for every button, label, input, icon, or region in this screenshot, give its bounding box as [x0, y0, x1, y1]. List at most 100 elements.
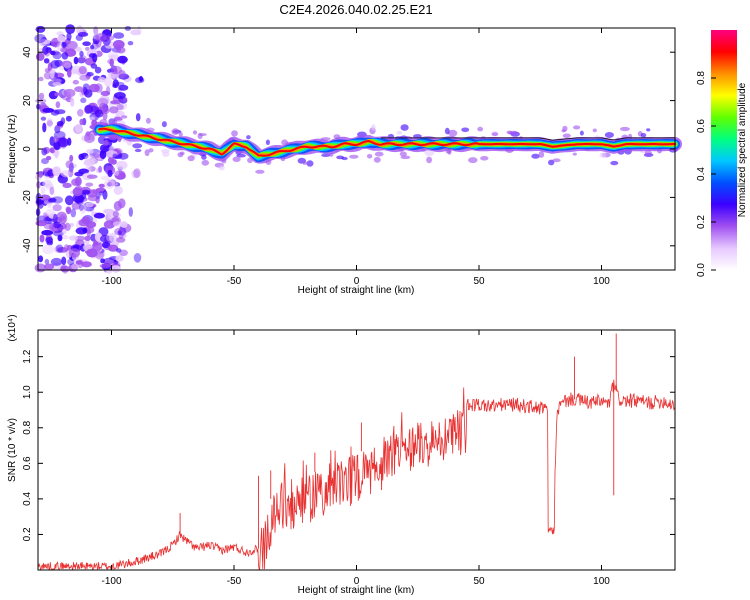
noise-blob	[117, 55, 128, 64]
halo-blob	[177, 152, 184, 158]
noise-blob	[63, 244, 70, 252]
noise-blob	[107, 244, 119, 252]
noise-blob	[84, 104, 93, 114]
noise-blob	[77, 57, 86, 64]
noise-blob	[70, 208, 77, 218]
noise-blob	[50, 257, 63, 266]
noise-blob	[43, 263, 55, 270]
noise-blob	[88, 53, 96, 59]
halo-blob	[349, 154, 359, 159]
noise-blob	[136, 25, 142, 36]
noise-blob	[114, 81, 125, 87]
noise-blob	[109, 232, 117, 243]
y-tick-label: -40	[22, 238, 33, 253]
halo-blob	[161, 121, 167, 128]
halo-blob	[232, 156, 241, 163]
ridge-band	[98, 127, 676, 157]
noise-blob	[79, 204, 84, 211]
x-tick-label: 50	[473, 276, 485, 287]
x-tick-label: 50	[473, 576, 485, 587]
noise-blob	[92, 188, 98, 195]
halo-blob	[145, 117, 151, 124]
noise-blob	[97, 76, 106, 83]
noise-blob	[88, 83, 100, 93]
noise-blob	[45, 155, 52, 161]
noise-blob	[82, 227, 88, 234]
y-tick-label: 0.6	[22, 456, 33, 470]
noise-blob	[107, 212, 114, 219]
noise-blob	[114, 92, 126, 99]
noise-blob	[73, 56, 79, 65]
spectrogram-y-axis-label: Frequency (Hz)	[7, 115, 18, 184]
noise-blob	[40, 186, 46, 195]
x-tick-label: 100	[593, 276, 610, 287]
noise-blob	[81, 261, 92, 268]
noise-blob	[66, 40, 78, 50]
noise-blob	[116, 160, 128, 170]
noise-blob	[47, 197, 57, 203]
noise-blob	[110, 100, 122, 105]
noise-blob	[41, 39, 51, 45]
noise-blob	[44, 258, 50, 265]
halo-blob	[477, 126, 484, 132]
halo-blob	[246, 135, 251, 140]
noise-blob	[138, 76, 144, 82]
noise-blob	[115, 255, 124, 262]
noise-blob	[75, 46, 82, 52]
noise-blob	[67, 68, 72, 78]
noise-blob	[79, 50, 84, 58]
noise-blob	[118, 84, 129, 91]
noise-blob	[133, 252, 142, 263]
halo-blob	[373, 156, 381, 163]
noise-blob	[35, 25, 46, 33]
noise-blob	[102, 107, 110, 114]
noise-blob	[35, 52, 45, 62]
halo-blob	[480, 156, 489, 161]
halo-blob	[171, 128, 180, 136]
halo-blob	[192, 130, 198, 135]
halo-blob	[396, 130, 403, 135]
noise-blob	[104, 76, 112, 87]
noise-blob	[99, 95, 110, 105]
halo-blob	[561, 129, 566, 133]
colorbar-tick-label: 0.8	[696, 71, 707, 85]
y-tick-label: 0	[22, 146, 33, 152]
ridge-edge-line	[381, 137, 675, 141]
y-tick-label: 40	[22, 46, 33, 58]
noise-blob	[97, 97, 109, 107]
noise-blob	[75, 260, 83, 265]
noise-blob	[47, 169, 54, 177]
y-tick-label: 0.4	[22, 492, 33, 506]
noise-blob	[38, 76, 44, 82]
y-tick-label: 0.8	[22, 420, 33, 434]
noise-blob	[45, 237, 54, 244]
noise-blob	[51, 78, 62, 84]
halo-blob	[336, 155, 344, 160]
noise-blob	[117, 152, 129, 160]
noise-blob	[135, 113, 141, 122]
halo-blob	[552, 158, 561, 163]
spectrogram-panel: -100 -50 0 50 100 -40 -20 0 20 40 Height of stra…	[7, 24, 682, 296]
noise-blob	[61, 41, 67, 48]
halo-blob	[572, 152, 577, 156]
noise-blob	[112, 153, 118, 159]
halo-blob	[255, 169, 265, 174]
halo-blob	[448, 129, 458, 137]
snr-y-ticks: 0.2 0.4 0.6 0.8 1.0 1.2	[22, 349, 675, 541]
noise-blob	[82, 41, 91, 46]
snr-x-axis-label: Height of straight line (km)	[298, 585, 415, 596]
noise-blob	[62, 182, 72, 189]
noise-blob	[110, 65, 122, 75]
colorbar-tick-label: 0.0	[696, 263, 707, 277]
noise-blob	[84, 154, 96, 164]
y-tick-label: 1.2	[22, 349, 33, 363]
noise-blob	[131, 169, 140, 179]
noise-blob	[87, 195, 99, 202]
noise-blob	[110, 159, 117, 165]
noise-blob	[52, 166, 61, 177]
noise-blob	[113, 32, 125, 39]
x-tick-label: -50	[227, 276, 242, 287]
snr-x-ticks: -100 -50 0 50 100	[101, 330, 610, 587]
noise-blob	[46, 118, 53, 128]
noise-blob	[113, 185, 124, 195]
